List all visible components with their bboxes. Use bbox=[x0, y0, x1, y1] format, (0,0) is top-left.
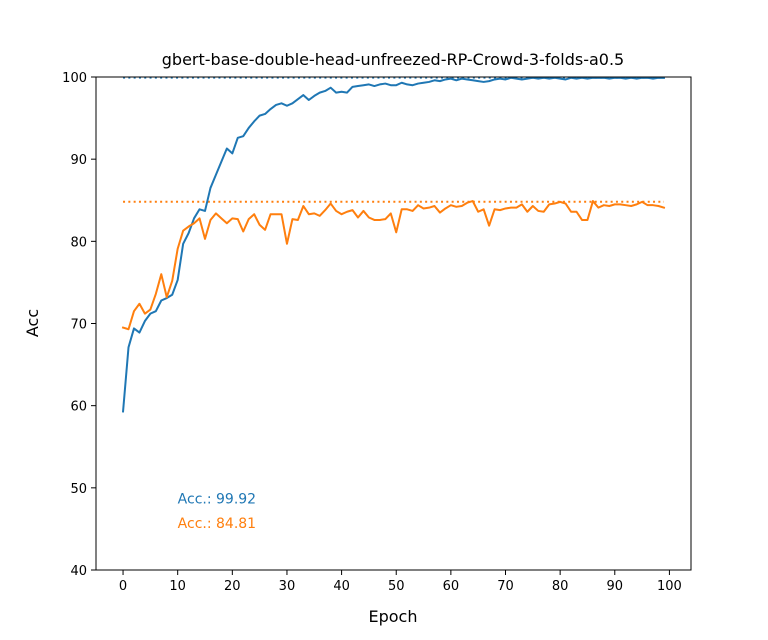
x-tick-label: 10 bbox=[169, 579, 186, 594]
y-axis-label: Acc bbox=[23, 309, 42, 337]
series-line-1 bbox=[121, 200, 666, 331]
chart-title: gbert-base-double-head-unfreezed-RP-Crow… bbox=[162, 50, 624, 69]
x-axis: 0 10 20 30 40 50 60 70 80 90 100 bbox=[119, 570, 682, 594]
x-tick-label: 0 bbox=[119, 579, 127, 594]
y-tick-label: 60 bbox=[70, 400, 87, 415]
x-tick-label: 100 bbox=[657, 579, 682, 594]
plot-area bbox=[121, 77, 666, 413]
x-tick-label: 70 bbox=[497, 579, 514, 594]
x-tick-label: 40 bbox=[333, 579, 350, 594]
x-axis-label: Epoch bbox=[369, 607, 418, 626]
y-tick-label: 100 bbox=[62, 71, 87, 86]
x-tick-label: 60 bbox=[443, 579, 460, 594]
x-tick-label: 90 bbox=[607, 579, 624, 594]
y-axis: 40 50 60 70 80 90 100 bbox=[62, 71, 96, 579]
annotation-1: Acc.: 84.81 bbox=[178, 516, 256, 532]
y-tick-label: 70 bbox=[70, 318, 87, 333]
y-tick-label: 50 bbox=[70, 482, 87, 497]
x-tick-label: 20 bbox=[224, 579, 241, 594]
y-tick-label: 40 bbox=[70, 564, 87, 579]
y-tick-label: 80 bbox=[70, 235, 87, 250]
y-tick-label: 90 bbox=[70, 153, 87, 168]
annotation-0: Acc.: 99.92 bbox=[178, 491, 256, 507]
annotations: Acc.: 99.92 Acc.: 84.81 bbox=[178, 491, 256, 532]
x-tick-label: 80 bbox=[552, 579, 569, 594]
series-line-0 bbox=[121, 77, 665, 413]
x-tick-label: 50 bbox=[388, 579, 405, 594]
x-tick-label: 30 bbox=[279, 579, 296, 594]
